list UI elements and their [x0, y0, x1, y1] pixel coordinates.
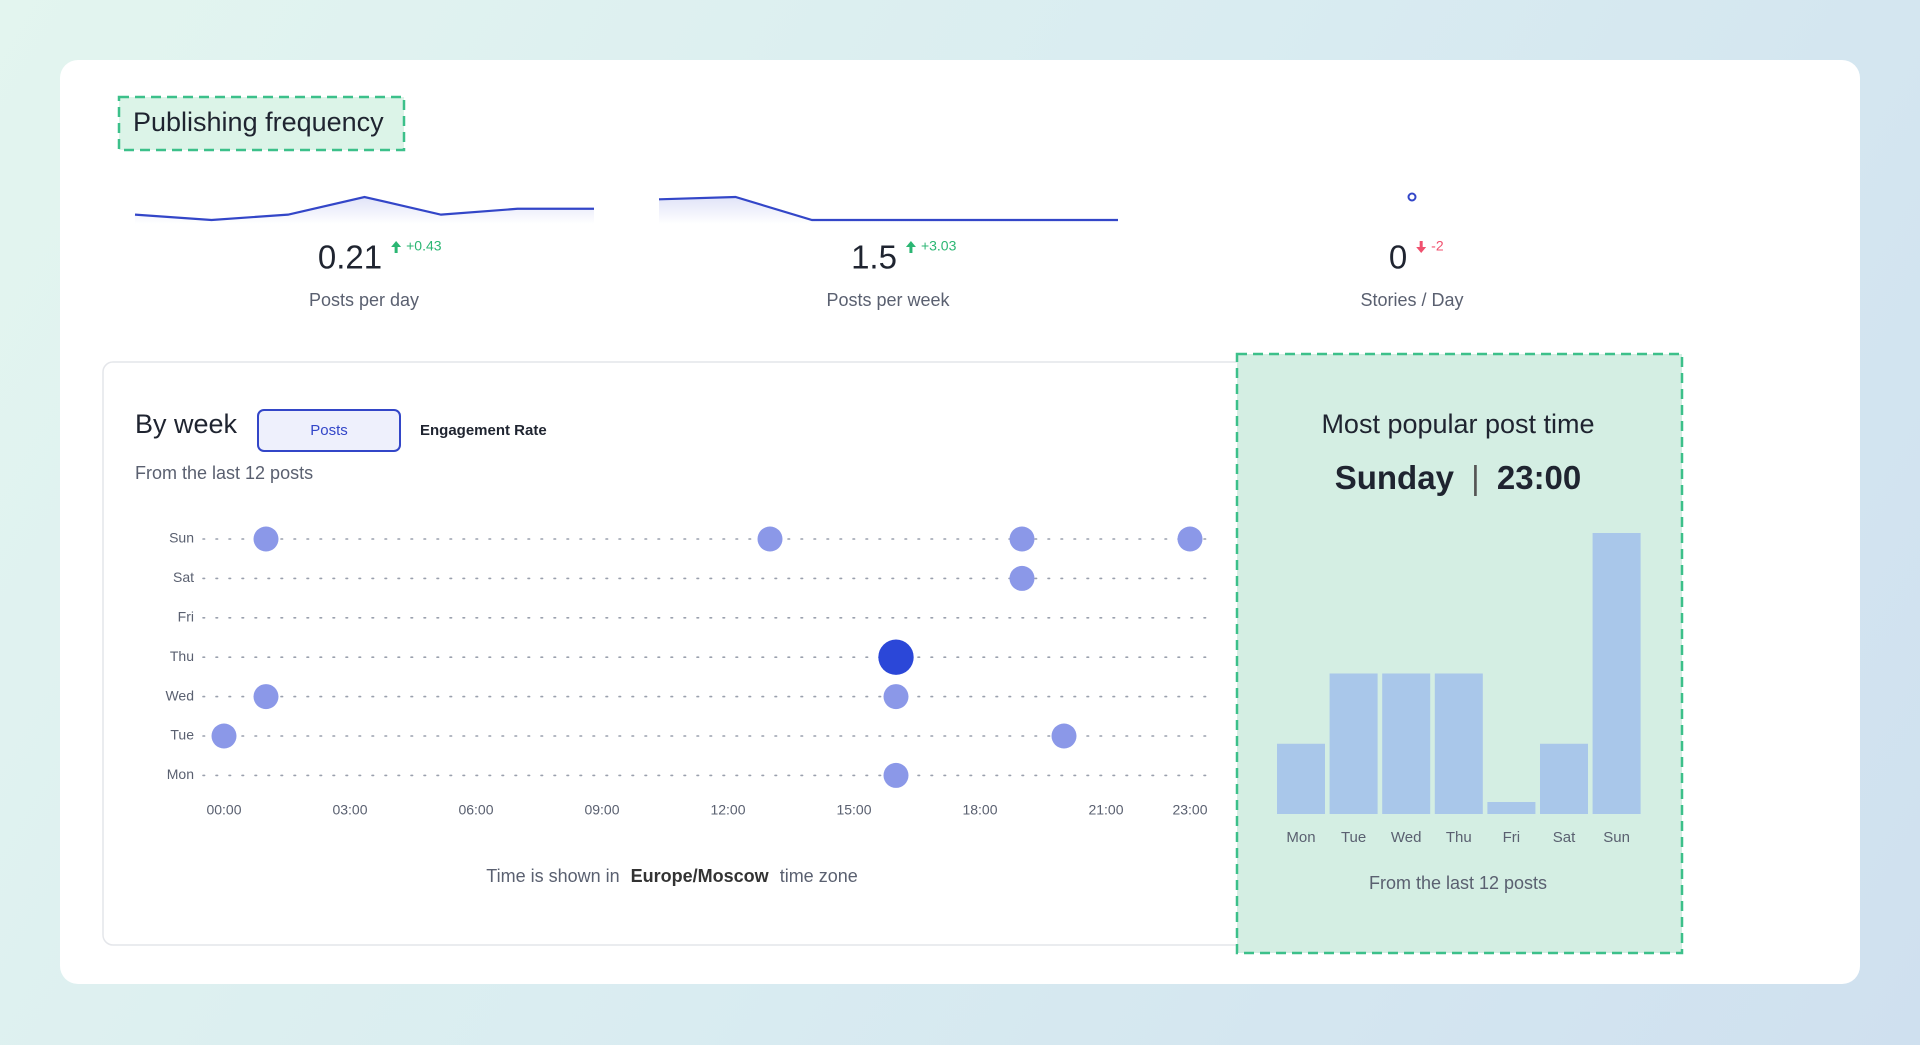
post-dot [1051, 723, 1077, 749]
tab-label[interactable]: Engagement Rate [420, 422, 547, 439]
x-tick-label: 21:00 [1088, 802, 1123, 818]
post-dot [757, 526, 783, 552]
post-dot [878, 639, 914, 675]
trend-arrow [391, 241, 402, 253]
x-tick-label: 09:00 [584, 802, 619, 818]
metric-change: +0.43 [406, 238, 442, 254]
trend-arrow [1416, 241, 1427, 253]
x-tick-label: Wed [1391, 829, 1422, 846]
note-prefix: Time is shown in [486, 866, 619, 886]
y-tick-label: Wed [165, 687, 194, 703]
note-zone: Europe/Moscow [631, 866, 770, 886]
x-tick-label: Tue [1341, 829, 1366, 846]
metric-change: +3.03 [921, 238, 957, 254]
y-tick-label: Sat [173, 569, 194, 585]
timezone-note: Time is shown in Europe/Moscow time zone [486, 866, 857, 886]
x-tick-label: 03:00 [332, 802, 367, 818]
tab-button[interactable] [257, 409, 401, 452]
post-dot [1177, 526, 1203, 552]
metric-label: Posts per week [826, 290, 950, 310]
metric-label: Posts per day [309, 290, 419, 310]
bar [1382, 673, 1431, 814]
x-tick-label: Fri [1503, 829, 1521, 846]
tab-label[interactable]: Posts [310, 422, 348, 439]
x-tick-label: Mon [1286, 829, 1315, 846]
x-tick-label: Sat [1553, 829, 1576, 846]
y-tick-label: Tue [170, 727, 194, 743]
metric-change: -2 [1431, 238, 1444, 254]
x-tick-label: 15:00 [836, 802, 871, 818]
bar [1434, 673, 1483, 814]
x-tick-label: 23:00 [1172, 802, 1207, 818]
sparkline [134, 195, 594, 222]
x-tick-label: 18:00 [962, 802, 997, 818]
sparkline-area [659, 197, 1118, 224]
metric-value: 0 [1389, 239, 1407, 276]
bar [1487, 802, 1536, 814]
bar [1329, 673, 1378, 814]
post-dot [253, 684, 279, 710]
bar [1540, 743, 1588, 814]
sparkline [658, 195, 1118, 222]
popular-hour: 23:00 [1497, 459, 1581, 496]
post-dot [1009, 526, 1035, 552]
post-dot [883, 762, 909, 788]
popular-time: Sunday | 23:00 [1335, 459, 1582, 496]
metric-value: 0.21 [318, 239, 382, 276]
popular-footnote: From the last 12 posts [1369, 873, 1547, 893]
bar [1277, 743, 1325, 814]
x-tick-label: Thu [1446, 829, 1472, 846]
bar [1592, 533, 1641, 814]
x-tick-label: 00:00 [206, 802, 241, 818]
y-tick-label: Thu [170, 648, 194, 664]
x-tick-label: Sun [1603, 829, 1630, 846]
y-tick-label: Fri [178, 609, 194, 625]
by-week-subtitle: From the last 12 posts [135, 463, 313, 483]
post-dot [211, 723, 237, 749]
popular-title: Most popular post time [1321, 409, 1594, 439]
sparkline-point [1407, 192, 1417, 202]
x-tick-label: 06:00 [458, 802, 493, 818]
y-tick-label: Sun [169, 530, 194, 546]
note-suffix: time zone [780, 866, 858, 886]
title: Publishing frequency [133, 107, 384, 137]
x-tick-label: 12:00 [710, 802, 745, 818]
metric-value: 1.5 [851, 239, 897, 276]
metric-label: Stories / Day [1360, 290, 1463, 310]
title-box [117, 95, 406, 152]
post-dot [1009, 565, 1035, 591]
y-tick-label: Mon [167, 766, 194, 782]
sparkline-area [135, 197, 594, 224]
post-dot [253, 526, 279, 552]
by-week-title: By week [135, 409, 238, 439]
popular-day: Sunday [1335, 459, 1455, 496]
separator: | [1471, 459, 1480, 496]
trend-arrow [905, 241, 916, 253]
post-dot [883, 684, 909, 710]
